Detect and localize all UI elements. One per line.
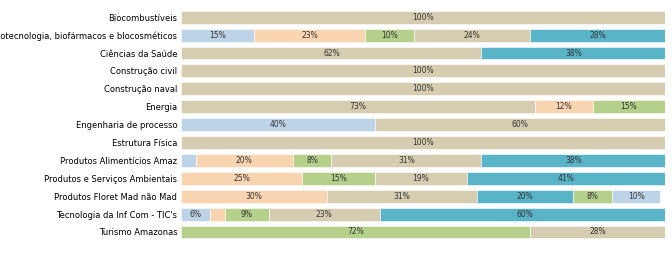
Text: 8%: 8% bbox=[587, 192, 599, 201]
Text: 31%: 31% bbox=[393, 192, 410, 201]
Text: 25%: 25% bbox=[234, 174, 250, 183]
Bar bbox=[331, 154, 481, 167]
Text: 100%: 100% bbox=[413, 138, 434, 147]
Text: 38%: 38% bbox=[565, 48, 582, 57]
Text: 15%: 15% bbox=[331, 174, 347, 183]
Bar bbox=[181, 208, 210, 221]
Bar bbox=[181, 29, 254, 41]
Text: 10%: 10% bbox=[381, 31, 398, 40]
Text: 30%: 30% bbox=[245, 192, 263, 201]
Text: 73%: 73% bbox=[349, 102, 366, 111]
Bar bbox=[181, 64, 665, 77]
Text: 72%: 72% bbox=[347, 227, 364, 237]
Bar bbox=[375, 172, 467, 185]
Text: 8%: 8% bbox=[306, 156, 318, 165]
Text: 28%: 28% bbox=[589, 227, 606, 237]
Bar bbox=[210, 208, 225, 221]
Text: 40%: 40% bbox=[269, 120, 287, 129]
Text: 19%: 19% bbox=[413, 174, 429, 183]
Legend: PAPPC 07-2004, PAPPC 08-2008, PAPPC 17-2008, PAPPC 03-2011, TECNOVA 2013: PAPPC 07-2004, PAPPC 08-2008, PAPPC 17-2… bbox=[231, 277, 616, 280]
Bar bbox=[481, 46, 665, 59]
Bar bbox=[181, 46, 481, 59]
Bar bbox=[612, 190, 661, 203]
Bar bbox=[181, 118, 375, 131]
Bar bbox=[467, 172, 665, 185]
Bar bbox=[181, 11, 665, 24]
Text: 9%: 9% bbox=[241, 209, 253, 219]
Bar bbox=[535, 100, 593, 113]
Bar bbox=[181, 136, 665, 149]
Bar bbox=[225, 208, 269, 221]
Bar bbox=[269, 208, 380, 221]
Bar bbox=[181, 154, 196, 167]
Text: 60%: 60% bbox=[517, 209, 534, 219]
Text: 38%: 38% bbox=[565, 156, 582, 165]
Bar bbox=[530, 29, 665, 41]
Bar bbox=[196, 154, 293, 167]
Bar bbox=[181, 100, 535, 113]
Text: 23%: 23% bbox=[301, 31, 318, 40]
Text: 12%: 12% bbox=[555, 102, 572, 111]
Text: 20%: 20% bbox=[236, 156, 253, 165]
Text: 24%: 24% bbox=[464, 31, 480, 40]
Text: 100%: 100% bbox=[413, 66, 434, 75]
Text: 20%: 20% bbox=[517, 192, 534, 201]
Text: 23%: 23% bbox=[316, 209, 333, 219]
Bar bbox=[476, 190, 573, 203]
Bar bbox=[530, 225, 665, 238]
Bar bbox=[375, 118, 665, 131]
Text: 15%: 15% bbox=[210, 31, 226, 40]
Bar bbox=[366, 29, 414, 41]
Bar bbox=[573, 190, 612, 203]
Bar bbox=[181, 190, 327, 203]
Bar bbox=[181, 82, 665, 95]
Text: 41%: 41% bbox=[558, 174, 575, 183]
Bar bbox=[481, 154, 665, 167]
Bar bbox=[293, 154, 331, 167]
Bar bbox=[254, 29, 366, 41]
Text: 62%: 62% bbox=[323, 48, 340, 57]
Text: 6%: 6% bbox=[190, 209, 202, 219]
Bar bbox=[181, 225, 530, 238]
Bar bbox=[593, 100, 665, 113]
Text: 100%: 100% bbox=[413, 84, 434, 93]
Bar bbox=[327, 190, 476, 203]
Bar bbox=[414, 29, 530, 41]
Text: 10%: 10% bbox=[628, 192, 644, 201]
Bar bbox=[302, 172, 375, 185]
Text: 100%: 100% bbox=[413, 13, 434, 22]
Text: 28%: 28% bbox=[589, 31, 606, 40]
Bar bbox=[181, 172, 302, 185]
Text: 60%: 60% bbox=[511, 120, 529, 129]
Text: 15%: 15% bbox=[621, 102, 637, 111]
Bar bbox=[380, 208, 670, 221]
Text: 31%: 31% bbox=[398, 156, 415, 165]
